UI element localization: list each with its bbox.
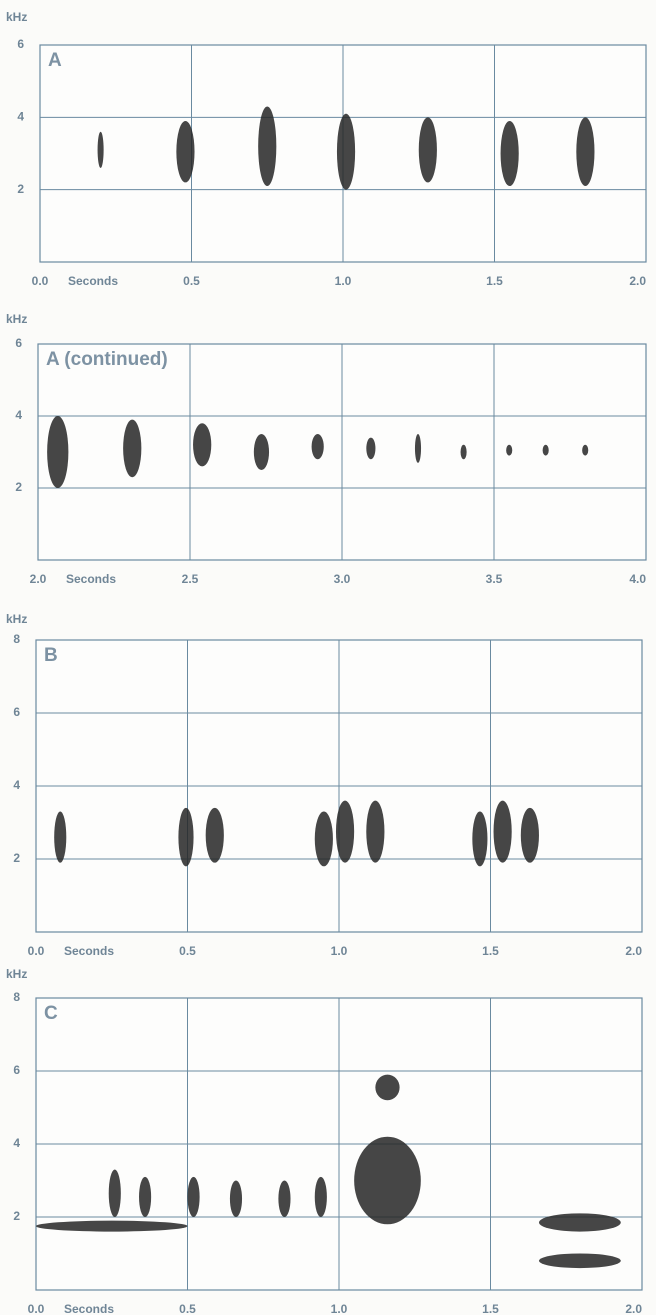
syllable	[205, 807, 224, 863]
x-tick-label: 2.5	[182, 572, 199, 586]
syllable	[472, 811, 488, 867]
x-tick-label: 3.5	[486, 572, 503, 586]
syllable	[54, 811, 67, 863]
x-tick-label: 4.0	[629, 572, 646, 586]
syllable	[460, 444, 467, 460]
syllable	[576, 117, 595, 187]
x-axis-label: Seconds	[68, 274, 118, 288]
syllable	[366, 437, 376, 460]
x-tick-label: 1.0	[331, 1302, 348, 1315]
syllable	[311, 434, 324, 460]
x-axis-label: Seconds	[64, 944, 114, 958]
y-tick-label: 6	[17, 37, 24, 51]
x-tick-label: 0.0	[28, 944, 45, 958]
y-axis-label: kHz	[6, 967, 27, 981]
syllable	[375, 1074, 400, 1101]
x-tick-label: 1.0	[335, 274, 352, 288]
x-tick-label: 1.0	[331, 944, 348, 958]
x-tick-label: 1.5	[482, 1302, 499, 1315]
syllable	[47, 416, 69, 488]
syllable	[506, 444, 513, 456]
syllable	[314, 811, 333, 867]
y-tick-label: 6	[13, 1063, 20, 1077]
y-tick-label: 4	[17, 110, 24, 124]
syllable	[229, 1180, 243, 1217]
syllable	[542, 444, 549, 456]
y-tick-label: 2	[13, 1209, 20, 1223]
title-backdrop	[42, 47, 63, 73]
syllable	[500, 120, 519, 187]
syllable	[278, 1180, 291, 1217]
y-axis-label: kHz	[6, 10, 27, 24]
x-tick-label: 0.0	[28, 1302, 45, 1315]
y-tick-label: 6	[13, 705, 20, 719]
syllable	[108, 1169, 121, 1217]
syllable	[178, 807, 194, 867]
syllable	[187, 1176, 200, 1218]
syllable	[123, 419, 142, 478]
x-tick-label: 0.5	[183, 274, 200, 288]
syllable	[97, 131, 104, 168]
y-tick-label: 8	[13, 632, 20, 646]
y-axis-label: kHz	[6, 612, 27, 626]
x-tick-label: 1.5	[482, 944, 499, 958]
panel-title: B	[44, 645, 58, 666]
panel-title: A	[48, 50, 62, 71]
syllable	[538, 1253, 621, 1269]
syllable	[336, 113, 356, 190]
syllable	[258, 106, 277, 187]
syllable	[36, 1220, 188, 1232]
syllable	[418, 117, 437, 183]
x-tick-label: 0.5	[179, 1302, 196, 1315]
panel-title: A (continued)	[46, 349, 168, 370]
y-tick-label: 2	[13, 851, 20, 865]
y-tick-label: 4	[13, 778, 20, 792]
syllable	[176, 120, 195, 183]
x-axis-label: Seconds	[66, 572, 116, 586]
y-tick-label: 8	[13, 990, 20, 1004]
syllable	[366, 800, 385, 863]
syllable	[520, 807, 539, 863]
syllable	[414, 434, 422, 463]
x-tick-label: 3.0	[334, 572, 351, 586]
x-tick-label: 2.0	[625, 1302, 642, 1315]
x-tick-label: 2.0	[30, 572, 47, 586]
syllable	[354, 1136, 421, 1225]
syllable	[139, 1176, 152, 1218]
x-tick-label: 2.0	[629, 274, 646, 288]
syllable	[253, 434, 270, 470]
title-backdrop	[38, 642, 59, 668]
y-tick-label: 6	[15, 336, 22, 350]
x-tick-label: 2.0	[625, 944, 642, 958]
y-tick-label: 2	[17, 182, 24, 196]
syllable	[582, 444, 589, 456]
y-tick-label: 2	[15, 480, 22, 494]
y-tick-label: 4	[13, 1136, 20, 1150]
panel-title: C	[44, 1003, 58, 1024]
title-backdrop	[40, 346, 187, 372]
title-backdrop	[38, 1000, 59, 1026]
y-axis-label: kHz	[6, 312, 27, 326]
x-tick-label: 0.0	[32, 274, 49, 288]
y-tick-label: 4	[15, 408, 22, 422]
syllable	[493, 800, 512, 863]
x-tick-label: 0.5	[179, 944, 196, 958]
syllable	[193, 423, 212, 467]
x-tick-label: 1.5	[486, 274, 503, 288]
syllable	[335, 800, 355, 863]
syllable	[314, 1176, 327, 1218]
x-axis-label: Seconds	[64, 1302, 114, 1315]
syllable	[538, 1213, 621, 1232]
